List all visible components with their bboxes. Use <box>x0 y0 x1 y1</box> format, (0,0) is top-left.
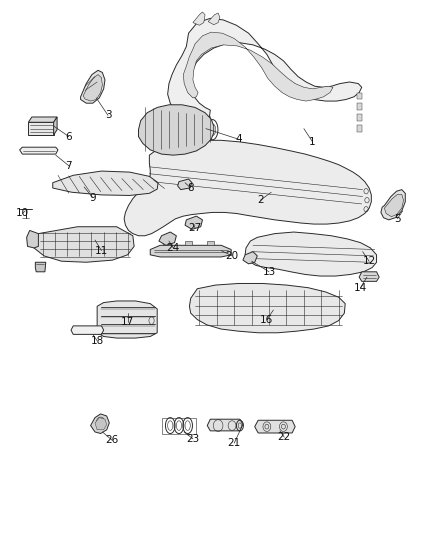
Polygon shape <box>207 241 214 245</box>
Text: 8: 8 <box>187 183 194 193</box>
Text: 11: 11 <box>95 246 108 256</box>
Polygon shape <box>359 272 379 281</box>
Polygon shape <box>245 232 377 276</box>
Text: 17: 17 <box>121 317 134 327</box>
Text: 18: 18 <box>91 336 104 346</box>
Polygon shape <box>189 284 345 333</box>
Text: 24: 24 <box>167 243 180 253</box>
Polygon shape <box>81 70 105 103</box>
Polygon shape <box>83 75 102 101</box>
Text: 26: 26 <box>106 435 119 446</box>
Text: 2: 2 <box>257 195 264 205</box>
Text: 4: 4 <box>235 134 242 144</box>
Polygon shape <box>71 326 104 334</box>
Polygon shape <box>150 245 231 257</box>
Polygon shape <box>138 105 214 155</box>
Polygon shape <box>184 32 333 101</box>
Polygon shape <box>385 195 403 216</box>
Polygon shape <box>28 122 53 135</box>
Polygon shape <box>27 230 39 248</box>
Text: 6: 6 <box>66 132 72 142</box>
Polygon shape <box>254 420 295 433</box>
Polygon shape <box>53 117 57 135</box>
Polygon shape <box>91 414 110 433</box>
Text: 9: 9 <box>89 192 96 203</box>
Polygon shape <box>185 216 202 229</box>
Text: 5: 5 <box>394 214 401 224</box>
Text: 13: 13 <box>262 267 276 277</box>
Polygon shape <box>95 418 107 430</box>
Polygon shape <box>357 114 362 120</box>
Text: 20: 20 <box>226 251 239 261</box>
Polygon shape <box>185 241 192 245</box>
Polygon shape <box>168 18 362 122</box>
Text: 16: 16 <box>260 314 273 325</box>
Text: 10: 10 <box>16 208 29 219</box>
Text: 12: 12 <box>363 256 376 266</box>
Polygon shape <box>20 147 58 154</box>
Text: 27: 27 <box>188 223 201 233</box>
Polygon shape <box>357 93 362 100</box>
Polygon shape <box>53 171 158 196</box>
Polygon shape <box>124 140 371 236</box>
Text: 14: 14 <box>354 282 367 293</box>
Text: 21: 21 <box>228 438 241 448</box>
Polygon shape <box>193 12 205 25</box>
Polygon shape <box>207 419 243 431</box>
Polygon shape <box>357 103 362 110</box>
Polygon shape <box>35 262 46 272</box>
Polygon shape <box>357 125 362 132</box>
Polygon shape <box>178 179 192 190</box>
Polygon shape <box>243 252 257 264</box>
Text: 7: 7 <box>66 161 72 171</box>
Polygon shape <box>208 13 220 25</box>
Polygon shape <box>163 241 170 245</box>
Polygon shape <box>381 190 405 220</box>
Text: 3: 3 <box>105 110 111 120</box>
Text: 23: 23 <box>186 434 200 444</box>
Polygon shape <box>159 232 177 245</box>
Polygon shape <box>28 117 57 122</box>
Text: 22: 22 <box>278 432 291 442</box>
Text: 1: 1 <box>309 137 316 147</box>
Polygon shape <box>34 227 134 262</box>
Polygon shape <box>97 301 157 338</box>
